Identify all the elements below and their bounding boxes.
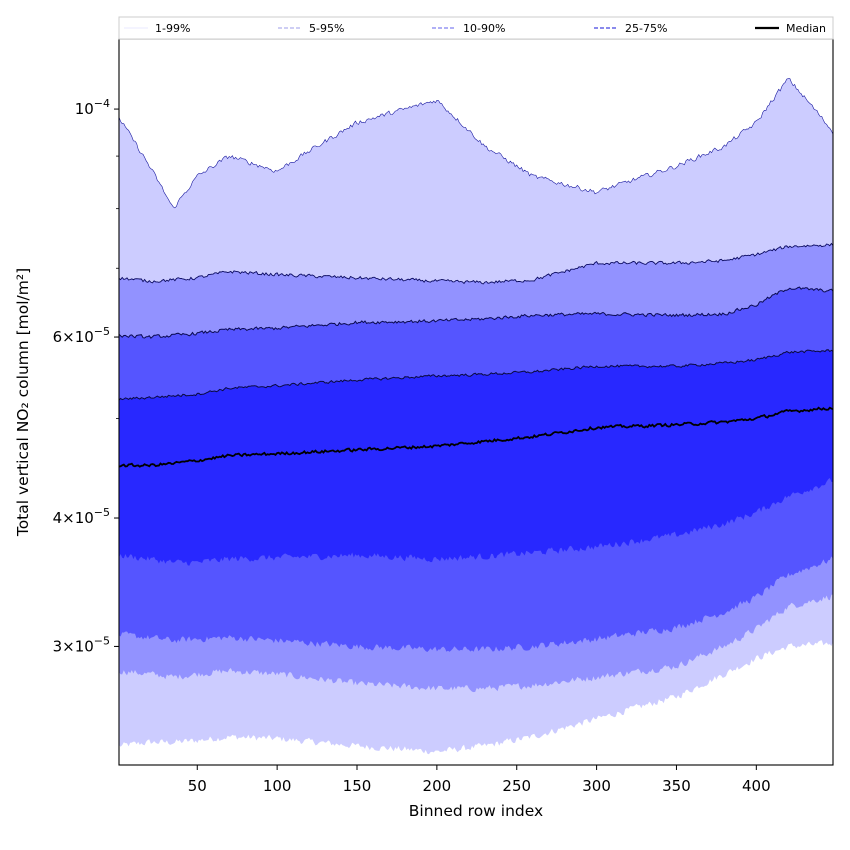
y-tick-label: 10−4	[75, 97, 110, 118]
band-upper-line-5-95	[119, 242, 833, 285]
y-tick-label: 4×10−5	[53, 506, 110, 527]
y-tick-label: 6×10−5	[53, 325, 110, 346]
plot-area	[119, 78, 833, 755]
legend-item-25-75-pct: 25-75%	[594, 22, 667, 35]
legend-label: 1-99%	[155, 22, 190, 35]
y-tick-label: 3×10−5	[53, 634, 110, 655]
x-tick-label: 50	[188, 777, 207, 795]
x-tick-label: 200	[423, 777, 452, 795]
x-tick-label: 100	[263, 777, 292, 795]
legend-label: 5-95%	[309, 22, 344, 35]
legend: 1-99% 5-95% 10-90% 25-75% Median	[118, 16, 834, 40]
x-tick-label: 150	[343, 777, 372, 795]
x-axis: 50 100 150 200 250 300 350 400	[188, 765, 771, 795]
legend-item-10-90-pct: 10-90%	[432, 22, 505, 35]
legend-item-1-99-pct: 1-99%	[124, 22, 190, 35]
median-line	[119, 406, 833, 468]
y-axis: 10−4 6×10−5 4×10−5 3×10−5	[53, 97, 119, 655]
band-upper-line-25-75	[119, 349, 833, 401]
x-tick-label: 400	[742, 777, 771, 795]
legend-label: Median	[786, 22, 826, 35]
band-upper-line-10-90	[119, 286, 833, 339]
legend-item-median: Median	[755, 22, 826, 35]
x-tick-label: 250	[502, 777, 531, 795]
x-axis-label: Binned row index	[409, 802, 543, 820]
legend-label: 25-75%	[625, 22, 667, 35]
band-upper-line-1-99	[119, 78, 833, 209]
y-axis-label: Total vertical NO₂ column [mol/m²]	[14, 268, 32, 537]
legend-item-5-95-pct: 5-95%	[278, 22, 344, 35]
legend-box	[118, 16, 834, 40]
legend-label: 10-90%	[463, 22, 505, 35]
band-25-75-pct	[119, 349, 833, 566]
x-tick-label: 300	[582, 777, 611, 795]
x-tick-label: 350	[662, 777, 691, 795]
